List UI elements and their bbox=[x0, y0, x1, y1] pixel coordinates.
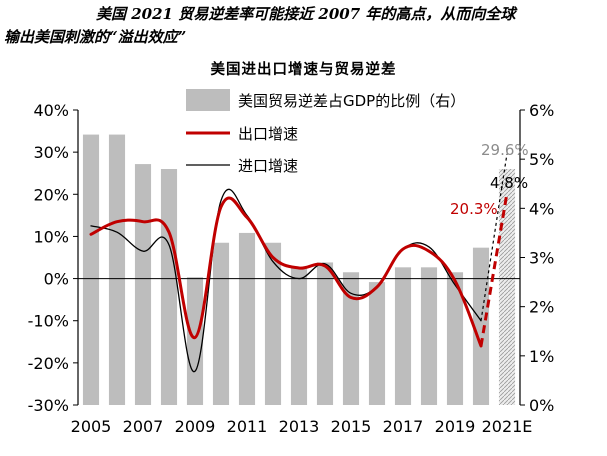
right-tick-label: 0% bbox=[529, 396, 554, 415]
chart-title: 美国进出口增速与贸易逆差 bbox=[210, 61, 397, 78]
deficit-bar-2019 bbox=[446, 272, 464, 405]
deficit-bar-2020 bbox=[472, 247, 490, 405]
x-tick-label: 2017 bbox=[383, 417, 424, 436]
x-tick-label: 2011 bbox=[227, 417, 268, 436]
right-tick-label: 2% bbox=[529, 298, 554, 317]
annotations: 29.6% 20.3% 4.8% bbox=[450, 141, 529, 218]
export-growth-line bbox=[89, 196, 483, 348]
caption-line-2: 输出美国刺激的“溢出效应” bbox=[4, 28, 187, 46]
right-tick-label: 1% bbox=[529, 347, 554, 366]
deficit-bar-2015 bbox=[342, 272, 360, 405]
legend-bar-label: 美国贸易逆差占GDP的比例（右） bbox=[238, 92, 465, 110]
deficit-bar-2005 bbox=[82, 134, 100, 405]
x-tick-label: 2015 bbox=[331, 417, 372, 436]
deficit-bar-2014 bbox=[316, 262, 334, 405]
left-tick-label: 0% bbox=[44, 270, 69, 289]
legend-bar-swatch bbox=[186, 89, 230, 111]
deficit-bar-2007 bbox=[134, 164, 152, 405]
x-tick-label: 2005 bbox=[71, 417, 112, 436]
deficit-bar-2008 bbox=[160, 169, 178, 405]
deficit-bar-2009 bbox=[186, 277, 204, 405]
figure-caption: 美国 2021 贸易逆差率可能接近 2007 年的高点，从而向全球 输出美国刺激… bbox=[0, 0, 607, 52]
bar-series bbox=[82, 134, 516, 405]
deficit-bar-2016 bbox=[368, 282, 386, 405]
legend-export-label: 出口增速 bbox=[238, 125, 298, 143]
deficit-bar-2021E bbox=[498, 169, 516, 405]
left-tick-label: -10% bbox=[28, 312, 69, 331]
x-tick-label: 2021E bbox=[482, 417, 533, 436]
left-tick-label: 20% bbox=[33, 185, 69, 204]
legend-import-label: 进口增速 bbox=[238, 157, 298, 175]
axes: -30% -20% -10% 0% 10% 20% 30% 40% 0% 1% 2% 3% 4% 5% 6%… bbox=[28, 101, 555, 436]
deficit-bar-2013 bbox=[290, 267, 308, 405]
x-tick-label: 2013 bbox=[279, 417, 320, 436]
deficit-forecast-label: 4.8% bbox=[490, 174, 528, 192]
right-tick-label: 6% bbox=[529, 101, 554, 120]
right-tick-label: 4% bbox=[529, 199, 554, 218]
deficit-bar-2012 bbox=[264, 242, 282, 405]
left-tick-label: 10% bbox=[33, 227, 69, 246]
deficit-bar-2018 bbox=[420, 267, 438, 405]
deficit-bar-2017 bbox=[394, 267, 412, 405]
import-forecast-label: 29.6% bbox=[481, 141, 529, 159]
line-series bbox=[89, 153, 509, 372]
x-tick-label: 2019 bbox=[435, 417, 476, 436]
right-tick-label: 3% bbox=[529, 249, 554, 268]
left-tick-label: -20% bbox=[28, 354, 69, 373]
x-tick-label: 2009 bbox=[175, 417, 216, 436]
import-forecast-line bbox=[480, 153, 508, 321]
deficit-bar-2006 bbox=[108, 134, 126, 405]
left-tick-label: 40% bbox=[33, 101, 69, 120]
right-tick-label: 5% bbox=[529, 150, 554, 169]
x-tick-label: 2007 bbox=[123, 417, 164, 436]
caption-line-1: 美国 2021 贸易逆差率可能接近 2007 年的高点，从而向全球 bbox=[96, 5, 516, 23]
left-tick-label: -30% bbox=[28, 396, 69, 415]
export-forecast-label: 20.3% bbox=[450, 200, 498, 218]
deficit-bar-2011 bbox=[238, 232, 256, 405]
deficit-bar-2010 bbox=[212, 242, 230, 405]
left-tick-label: 30% bbox=[33, 143, 69, 162]
